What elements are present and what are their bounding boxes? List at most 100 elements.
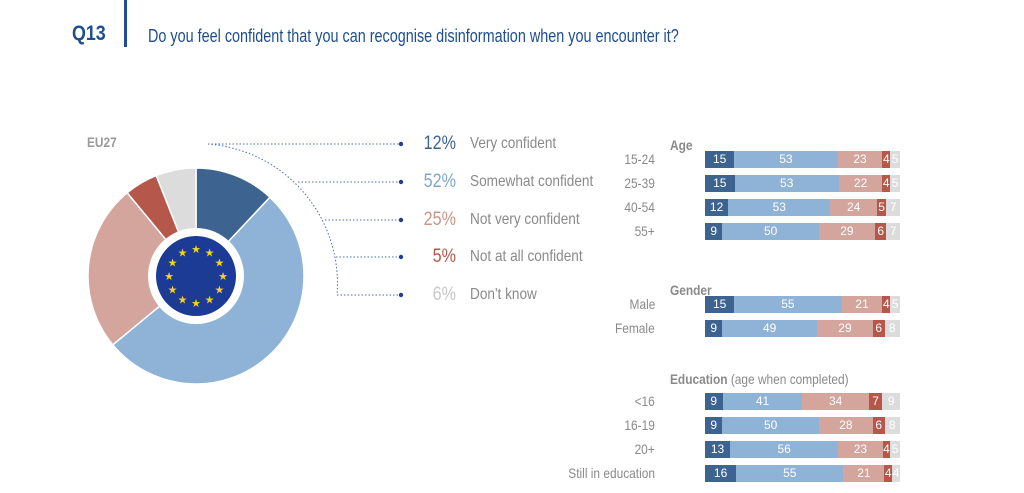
donut-title: EU27 [87,134,117,150]
stacked-bar: 15 53 23 4 5 [705,151,900,168]
stacked-bar: 15 55 21 4 5 [705,296,900,313]
stacked-bar: 12 53 24 5 7 [705,199,900,216]
bar-segment: 56 [730,441,839,458]
bar-segment: 9 [705,393,723,410]
bar-segment: 4 [882,441,891,458]
bar-segment: 22 [838,175,883,192]
group-title-text: Age [670,137,693,153]
bar-segment: 55 [736,465,844,482]
leader-arc [207,143,338,296]
bar-segment: 29 [818,223,875,240]
bar-row-label: 40-54 [624,199,655,215]
bar-segment: 4 [882,296,891,313]
bar-segment: 4 [892,465,900,482]
bar-row: 55+ 9 50 29 6 7 [560,223,980,240]
stacked-bar: 13 56 23 4 5 [705,441,900,458]
legend-label: Somewhat confident [470,173,594,190]
legend-percent: 12% [423,133,456,154]
group-title-text: Gender [670,282,712,298]
bar-segment: 6 [872,417,885,434]
group-title: Education (age when completed) [670,371,849,387]
eu-flag-icon [156,236,236,316]
eu-star-icon: ★ [178,294,188,306]
bar-segment: 55 [734,296,842,313]
stacked-bar: 16 55 21 4 4 [705,465,900,482]
bar-row: 25-39 15 53 22 4 5 [560,175,980,192]
question-number: Q13 [72,22,106,45]
bar-segment: 9 [705,417,723,434]
bar-row: 40-54 12 53 24 5 7 [560,199,980,216]
legend-percent: 5% [432,246,456,267]
stacked-bar: 9 50 29 6 7 [705,223,900,240]
leader-dot [398,179,404,185]
bar-segment: 24 [830,199,877,216]
bar-row-label: Female [615,320,655,336]
bar-segment: 7 [886,199,900,216]
group-title: Age [670,137,692,153]
bar-row-label: 20+ [634,441,655,457]
eu-star-icon: ★ [205,248,215,260]
bar-segment: 5 [890,151,900,168]
legend-item: 6% Don't know [410,283,549,307]
bar-segment: 15 [705,296,735,313]
title-divider [124,0,127,47]
bar-segment: 23 [837,151,883,168]
eu-star-icon: ★ [191,298,201,310]
bar-row: <16 9 41 34 7 9 [560,393,980,410]
bar-segment: 15 [705,175,735,192]
stacked-bar: 9 49 29 6 8 [705,320,900,337]
eu-star-icon: ★ [218,271,228,283]
leader-dot [398,217,404,223]
bar-segment: 5 [890,175,900,192]
bar-segment: 50 [722,417,819,434]
legend-percent: 25% [423,209,456,230]
eu-star-icon: ★ [178,248,188,260]
bar-segment: 50 [722,223,819,240]
question-title: Do you feel confident that you can recog… [148,26,679,46]
bar-segment: 7 [886,223,900,240]
group-subtitle: (age when completed) [730,371,849,387]
bar-segment: 28 [818,417,873,434]
bar-segment: 34 [802,393,869,410]
legend-label: Very confident [470,135,557,152]
bar-row-label: Male [629,296,655,312]
group-title: Gender [670,282,712,298]
bar-segment: 29 [816,320,873,337]
bar-segment: 6 [874,223,887,240]
legend-item: 52% Somewhat confident [410,170,615,194]
bar-segment: 8 [884,320,900,337]
legend-label: Not at all confident [470,248,583,265]
bar-segment: 9 [882,393,900,410]
bar-row: Male 15 55 21 4 5 [560,296,980,313]
bar-segment: 5 [890,441,900,458]
bar-row: 16-19 9 50 28 6 8 [560,417,980,434]
eu-star-icon: ★ [168,285,178,297]
eu-star-icon: ★ [168,258,178,270]
bar-segment: 4 [884,465,893,482]
bar-row-label: 16-19 [624,417,655,433]
bar-row: Still in education 16 55 21 4 4 [560,465,980,482]
bar-segment: 53 [734,175,839,192]
eu-star-icon: ★ [214,258,224,270]
legend-item: 12% Very confident [410,132,571,156]
bar-row: 15-24 15 53 23 4 5 [560,151,980,168]
bar-segment: 53 [734,151,838,168]
leader-dot [398,292,404,298]
bar-row-label: 55+ [634,223,655,239]
bar-segment: 8 [884,417,900,434]
stacked-bar: 9 50 28 6 8 [705,417,900,434]
bar-segment: 21 [843,465,885,482]
bar-segment: 5 [890,296,900,313]
bar-segment: 41 [722,393,803,410]
leader-dot [398,254,404,260]
legend-item: 5% Not at all confident [410,245,603,269]
bar-row-label: Still in education [568,465,655,481]
bar-segment: 53 [728,199,831,216]
legend-label: Not very confident [470,211,580,228]
legend-label: Don't know [470,286,537,303]
leader-dot [398,141,404,147]
bar-segment: 21 [841,296,883,313]
legend-item: 25% Not very confident [410,208,599,232]
donut-chart: ★★★★★★★★★ ★ ★★ [87,141,404,385]
stacked-bar: 15 53 22 4 5 [705,175,900,192]
